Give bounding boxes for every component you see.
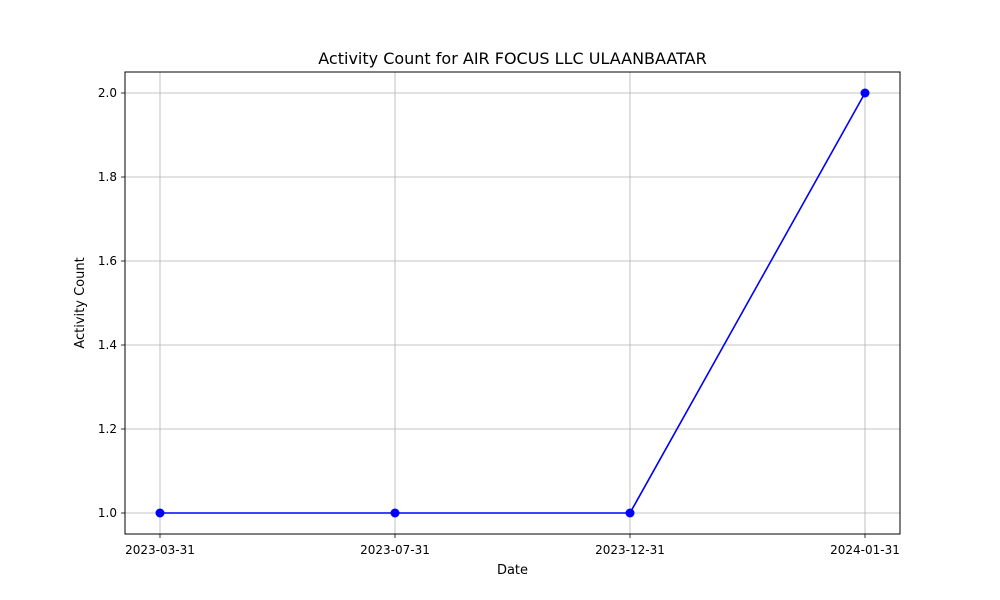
x-tick-label: 2023-12-31 bbox=[595, 543, 665, 557]
y-axis-label: Activity Count bbox=[73, 257, 88, 348]
data-point bbox=[625, 508, 635, 518]
data-point bbox=[155, 508, 165, 518]
x-axis-ticks: 2023-03-31 2023-07-31 2023-12-31 2024-01-31 bbox=[125, 534, 900, 557]
x-tick-label: 2023-07-31 bbox=[360, 543, 430, 557]
y-tick-label: 1.6 bbox=[98, 254, 117, 268]
y-tick-label: 2.0 bbox=[98, 86, 117, 100]
chart-title: Activity Count for AIR FOCUS LLC ULAANBA… bbox=[318, 49, 706, 68]
x-tick-label: 2023-03-31 bbox=[125, 543, 195, 557]
y-tick-label: 1.8 bbox=[98, 170, 117, 184]
x-tick-label: 2024-01-31 bbox=[830, 543, 900, 557]
y-tick-label: 1.2 bbox=[98, 422, 117, 436]
series-group bbox=[155, 88, 870, 518]
y-tick-label: 1.4 bbox=[98, 338, 117, 352]
data-point bbox=[390, 508, 400, 518]
data-point bbox=[860, 88, 870, 98]
plot-frame bbox=[124, 71, 901, 535]
y-tick-label: 1.0 bbox=[98, 506, 117, 520]
x-axis-label: Date bbox=[497, 563, 528, 578]
series-line bbox=[160, 92, 866, 514]
y-axis-ticks: 1.0 1.2 1.4 1.6 1.8 2.0 bbox=[98, 86, 125, 520]
